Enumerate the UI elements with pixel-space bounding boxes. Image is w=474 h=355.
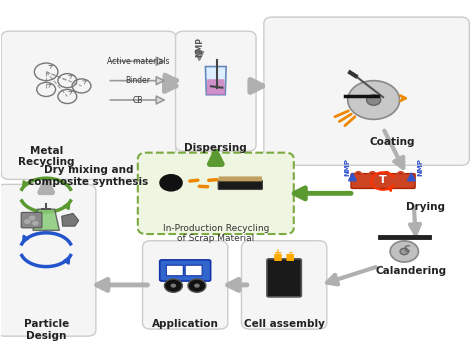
Text: Particle
Design: Particle Design	[24, 319, 69, 341]
Text: CB: CB	[133, 95, 143, 104]
FancyBboxPatch shape	[21, 212, 42, 228]
FancyBboxPatch shape	[241, 241, 327, 329]
FancyBboxPatch shape	[1, 31, 176, 179]
Polygon shape	[33, 209, 59, 230]
Circle shape	[159, 174, 183, 192]
Text: T: T	[379, 175, 387, 185]
Circle shape	[24, 219, 31, 224]
Text: In-Production Recycling
of Scrap Material: In-Production Recycling of Scrap Materia…	[163, 224, 269, 244]
Circle shape	[171, 284, 176, 288]
Text: Application: Application	[152, 319, 219, 329]
Text: Metal
Recycling: Metal Recycling	[18, 146, 74, 168]
Text: Calandering: Calandering	[376, 266, 447, 276]
Text: Cell assembly: Cell assembly	[244, 319, 325, 329]
Circle shape	[348, 81, 400, 119]
Text: Dry mixing and
composite synthesis: Dry mixing and composite synthesis	[28, 165, 149, 187]
FancyBboxPatch shape	[264, 17, 469, 165]
FancyBboxPatch shape	[160, 260, 210, 281]
FancyBboxPatch shape	[267, 259, 301, 297]
Circle shape	[164, 279, 182, 292]
FancyBboxPatch shape	[175, 31, 256, 151]
FancyBboxPatch shape	[185, 265, 202, 276]
Circle shape	[194, 284, 200, 288]
Polygon shape	[205, 66, 226, 95]
Circle shape	[366, 95, 381, 105]
FancyBboxPatch shape	[274, 254, 282, 261]
Circle shape	[188, 279, 206, 292]
Circle shape	[29, 215, 36, 220]
Text: Dispersing: Dispersing	[184, 143, 247, 153]
Text: NMP: NMP	[195, 37, 204, 56]
Polygon shape	[62, 213, 79, 226]
Text: Drying: Drying	[406, 202, 445, 212]
Circle shape	[32, 221, 38, 226]
FancyBboxPatch shape	[0, 184, 96, 336]
Text: C: C	[403, 245, 410, 254]
Text: -: -	[288, 247, 292, 257]
Polygon shape	[206, 79, 225, 95]
FancyBboxPatch shape	[219, 176, 262, 181]
FancyBboxPatch shape	[138, 153, 294, 234]
Text: NMP: NMP	[418, 158, 424, 176]
FancyBboxPatch shape	[166, 265, 183, 276]
Text: Coating: Coating	[370, 137, 415, 147]
Text: Active materials: Active materials	[107, 57, 169, 66]
FancyBboxPatch shape	[143, 241, 228, 329]
Circle shape	[400, 248, 409, 255]
FancyBboxPatch shape	[218, 180, 263, 190]
Text: Binder: Binder	[126, 76, 151, 85]
FancyBboxPatch shape	[286, 254, 294, 261]
FancyBboxPatch shape	[351, 174, 415, 189]
Text: +: +	[274, 247, 282, 257]
Circle shape	[390, 241, 419, 262]
Text: NMP: NMP	[345, 158, 351, 176]
